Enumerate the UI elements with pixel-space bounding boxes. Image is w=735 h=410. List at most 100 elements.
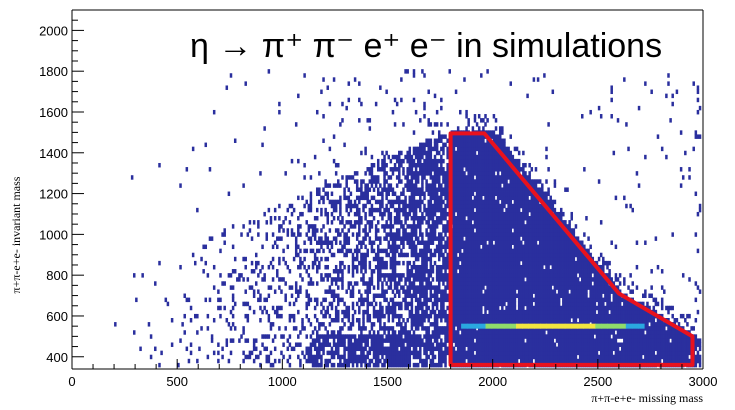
- density-cell: [511, 191, 515, 197]
- density-cell: [477, 301, 481, 307]
- density-cell: [410, 158, 414, 164]
- density-cell: [503, 183, 506, 188]
- density-cell: [524, 354, 527, 360]
- density-cell: [488, 179, 491, 184]
- density-cell: [442, 142, 445, 148]
- density-cell: [503, 309, 506, 315]
- density-cell: [406, 240, 409, 245]
- density-cell: [509, 285, 512, 290]
- density-cell: [347, 269, 351, 274]
- density-cell: [429, 138, 433, 143]
- density-cell: [315, 350, 319, 356]
- density-cell: [433, 207, 437, 213]
- density-cell: [513, 232, 517, 237]
- density-cell: [492, 256, 496, 262]
- density-cell: [402, 236, 405, 241]
- density-cell: [326, 220, 330, 225]
- density-cell: [395, 236, 399, 241]
- density-cell: [376, 318, 380, 323]
- density-cell: [395, 101, 399, 107]
- density-cell: [423, 256, 426, 262]
- density-cell: [484, 150, 487, 156]
- density-cell: [473, 301, 477, 307]
- density-cell: [515, 309, 519, 315]
- density-cell: [494, 269, 498, 274]
- density-cell: [299, 264, 302, 270]
- density-cell: [406, 277, 409, 282]
- density-cell: [532, 224, 536, 229]
- density-cell: [465, 309, 468, 315]
- density-cell: [351, 285, 355, 290]
- density-cell: [398, 162, 401, 168]
- density-cell: [337, 309, 340, 315]
- density-cell: [404, 362, 407, 368]
- density-cell: [536, 228, 540, 233]
- density-cell: [158, 260, 161, 266]
- density-cell: [473, 358, 477, 364]
- density-cell: [513, 330, 517, 335]
- density-cell: [461, 187, 464, 192]
- density-cell: [488, 334, 491, 339]
- density-cell: [332, 342, 336, 347]
- density-cell: [315, 187, 319, 192]
- density-cell: [490, 199, 494, 205]
- density-cell: [414, 277, 418, 282]
- density-cell: [381, 342, 384, 347]
- density-cell: [522, 207, 525, 213]
- density-cell: [454, 260, 458, 266]
- density-cell: [353, 346, 357, 352]
- density-cell: [452, 146, 456, 152]
- density-cell: [469, 179, 473, 184]
- density-cell: [320, 240, 323, 245]
- density-cell: [343, 346, 346, 352]
- density-cell: [507, 338, 510, 343]
- density-cell: [372, 342, 376, 347]
- density-cell: [513, 293, 517, 299]
- density-cell: [437, 350, 441, 356]
- density-cell: [477, 313, 481, 319]
- density-cell: [459, 171, 462, 176]
- density-cell: [408, 244, 412, 250]
- density-cell: [334, 334, 338, 339]
- density-cell: [524, 342, 527, 347]
- density-cell: [412, 228, 416, 233]
- density-cell: [309, 354, 313, 360]
- density-cell: [425, 330, 428, 335]
- density-cell: [482, 358, 485, 364]
- density-cell: [492, 346, 496, 352]
- density-cell: [480, 342, 483, 347]
- density-cell: [219, 313, 222, 319]
- density-cell: [511, 158, 515, 164]
- density-cell: [545, 338, 548, 343]
- density-cell: [355, 301, 359, 307]
- density-cell: [374, 256, 378, 262]
- density-cell: [488, 338, 491, 343]
- density-cell: [414, 171, 418, 176]
- density-cell: [408, 346, 412, 352]
- density-cell: [299, 289, 302, 294]
- density-cell: [486, 236, 489, 241]
- density-cell: [538, 273, 542, 278]
- density-cell: [320, 334, 323, 339]
- density-cell: [423, 195, 426, 201]
- density-cell: [330, 330, 334, 335]
- density-cell: [366, 301, 369, 307]
- density-cell: [538, 256, 542, 262]
- density-cell: [456, 256, 460, 262]
- density-cell: [349, 203, 353, 209]
- density-cell: [517, 162, 521, 168]
- density-cell: [536, 289, 540, 294]
- density-cell: [370, 179, 374, 184]
- density-cell: [484, 175, 487, 180]
- density-cell: [469, 240, 473, 245]
- density-cell: [389, 362, 393, 368]
- density-cell: [480, 207, 483, 213]
- density-cell: [511, 305, 515, 311]
- density-cell: [339, 183, 342, 188]
- density-cell: [339, 326, 342, 331]
- density-cell: [543, 244, 546, 250]
- density-cell: [511, 354, 515, 360]
- density-cell: [410, 175, 414, 180]
- density-cell: [362, 354, 365, 360]
- density-cell: [505, 260, 508, 266]
